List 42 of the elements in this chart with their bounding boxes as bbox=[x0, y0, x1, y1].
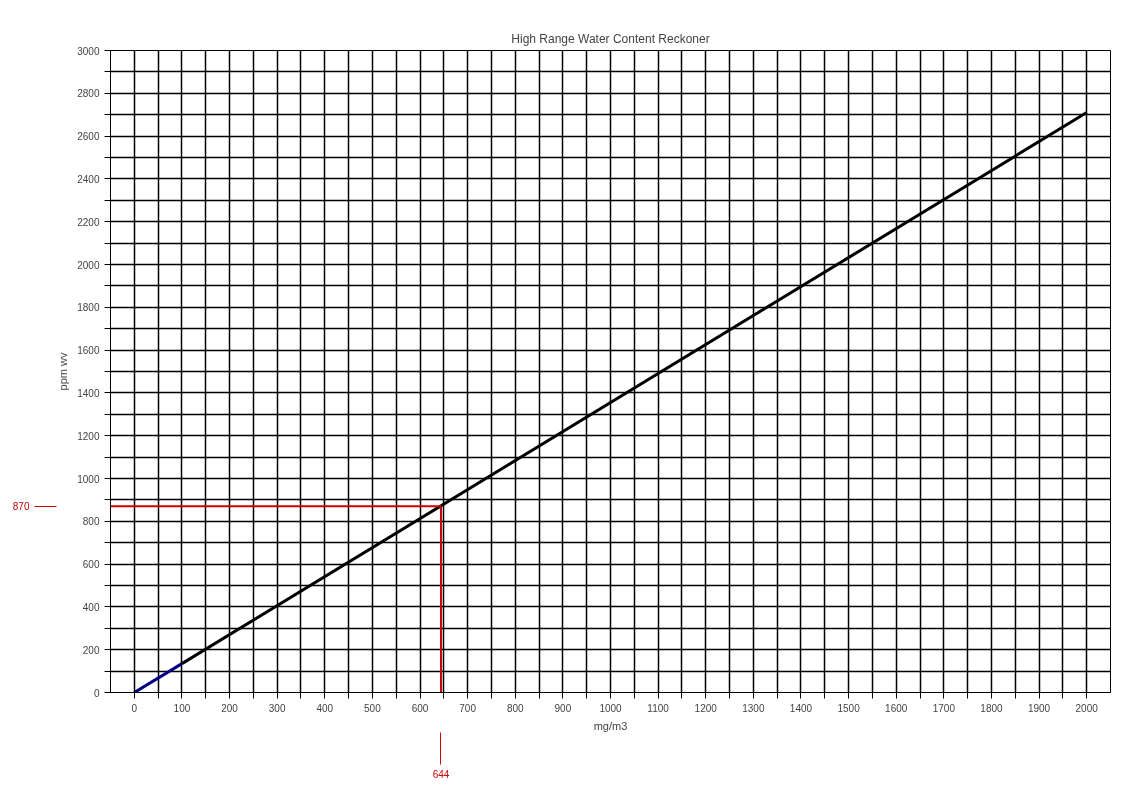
x-tick-label: 900 bbox=[554, 702, 572, 714]
x-tick-label: 1300 bbox=[742, 702, 765, 714]
x-tick-label: 1100 bbox=[647, 702, 670, 714]
x-tick-label: 600 bbox=[411, 702, 429, 714]
x-tick-label: 0 bbox=[131, 702, 138, 714]
y-tick-label: 1000 bbox=[77, 473, 100, 485]
chart-title: High Range Water Content Reckoner bbox=[511, 31, 710, 46]
x-tick-label: 1500 bbox=[837, 702, 861, 714]
x-tick-label: 1800 bbox=[980, 702, 1004, 714]
x-tick-label: 500 bbox=[364, 702, 382, 714]
y-tick-label: 3000 bbox=[77, 45, 100, 57]
y-tick-label: 2000 bbox=[77, 259, 100, 271]
x-tick-label: 300 bbox=[268, 702, 286, 714]
x-axis-title: mg/m3 bbox=[593, 719, 628, 732]
ref-line-label: 644 bbox=[432, 768, 450, 780]
y-tick-label: 600 bbox=[82, 559, 100, 571]
y-tick-label: 1200 bbox=[77, 430, 100, 442]
x-tick-label: 700 bbox=[459, 702, 477, 714]
x-tick-label: 400 bbox=[316, 702, 334, 714]
y-tick-label: 200 bbox=[82, 644, 100, 656]
y-tick-label: 1800 bbox=[77, 302, 100, 314]
y-tick-label: 400 bbox=[82, 601, 100, 613]
x-tick-label: 100 bbox=[173, 702, 191, 714]
x-tick-label: 1200 bbox=[694, 702, 718, 714]
x-tick-label: 1900 bbox=[1027, 702, 1051, 714]
x-tick-label: 1000 bbox=[599, 702, 623, 714]
y-tick-label: 2200 bbox=[77, 216, 100, 228]
y-tick-label: 2800 bbox=[77, 88, 100, 100]
y-tick-label: 1400 bbox=[77, 387, 100, 399]
y-axis-title: ppm wv bbox=[57, 352, 70, 391]
x-tick-label: 1600 bbox=[885, 702, 908, 714]
y-tick-label: 0 bbox=[93, 687, 100, 699]
y-tick-label: 2600 bbox=[77, 131, 100, 143]
ref-line-label: 870 bbox=[12, 501, 30, 513]
y-tick-label: 1600 bbox=[77, 345, 100, 357]
y-tick-label: 800 bbox=[82, 516, 100, 528]
x-tick-label: 800 bbox=[506, 702, 525, 714]
x-tick-label: 1700 bbox=[932, 702, 956, 714]
x-tick-label: 200 bbox=[221, 702, 239, 714]
x-tick-label: 1400 bbox=[789, 702, 813, 714]
x-tick-label: 2000 bbox=[1075, 702, 1099, 714]
y-tick-label: 2400 bbox=[77, 173, 100, 185]
